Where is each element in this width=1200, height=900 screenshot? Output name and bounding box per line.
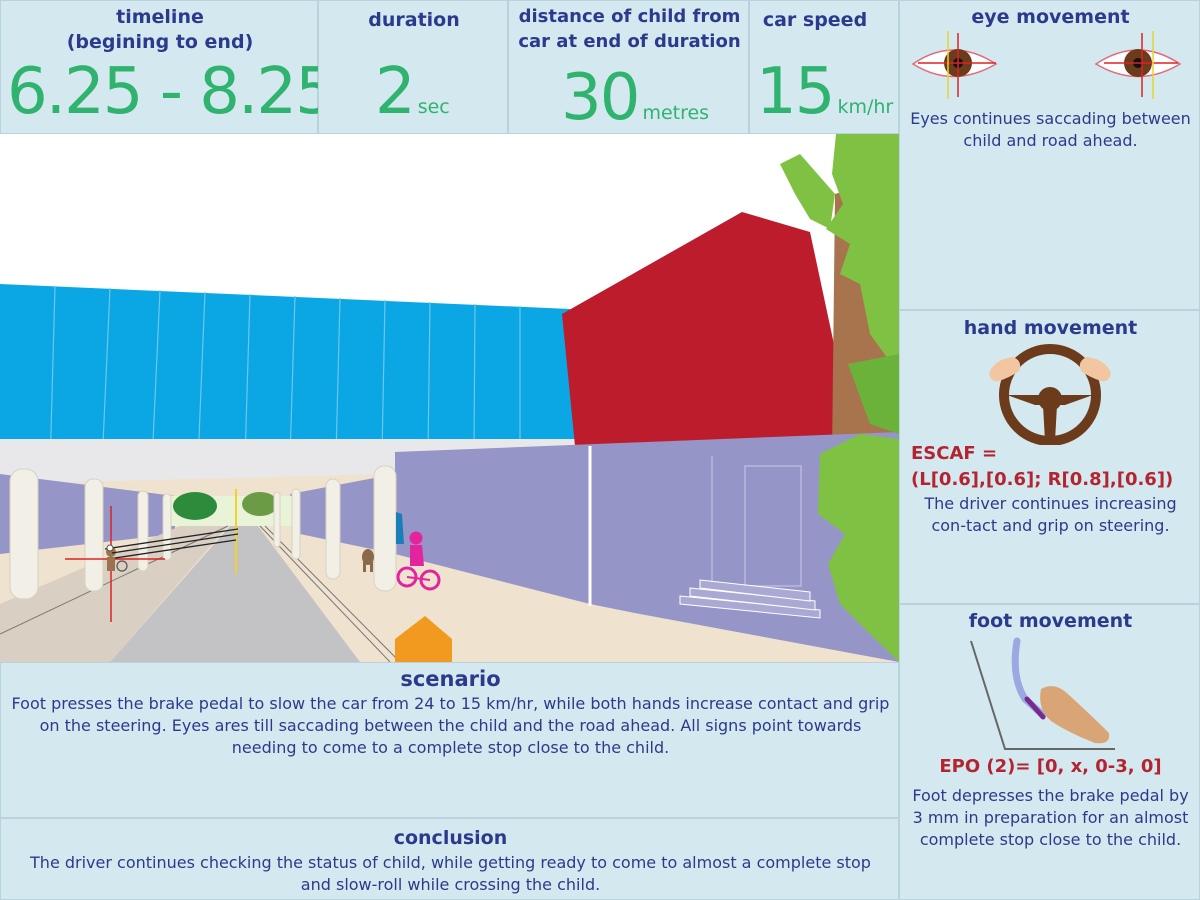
conclusion-title: conclusion — [393, 827, 508, 849]
duration-value: 2 sec — [375, 55, 450, 129]
distance-value: 30 metres — [561, 61, 710, 135]
eyes-icon — [911, 31, 1182, 99]
speed-panel: car speed 15 km/hr — [749, 0, 899, 134]
scenario-title: scenario — [400, 667, 501, 691]
distance-label: distance of child from car at end of dur… — [518, 6, 741, 52]
scene-illustration — [0, 134, 899, 662]
hand-title: hand movement — [963, 317, 1138, 339]
conclusion-panel: conclusion The driver continues checking… — [0, 818, 899, 900]
foot-panel: foot movement EPO (2)= [0, x, 0-3, 0] Fo… — [899, 604, 1200, 900]
scenario-text: Foot presses the brake pedal to slow the… — [11, 694, 890, 757]
duration-panel: duration 2 sec — [318, 0, 508, 134]
hand-panel: hand movement ESCAF = (L[0.6],[0.6]; R[0… — [899, 310, 1200, 604]
eye-panel: eye movement Eyes continues saccading be… — [899, 0, 1200, 310]
duration-label: duration — [368, 9, 460, 31]
distance-panel: distance of child from car at end of dur… — [508, 0, 749, 135]
speed-label: car speed — [762, 9, 868, 31]
timeline-panel: timeline (begining to end) 6.25 - 8.25se… — [0, 0, 370, 134]
eye-description: Eyes continues saccading between child a… — [910, 109, 1191, 150]
foot-title: foot movement — [968, 610, 1133, 632]
timeline-label: timeline (begining to end) — [66, 6, 254, 53]
foot-description: Foot depresses the brake pedal by 3 mm i… — [912, 786, 1189, 849]
street-scene — [0, 134, 899, 662]
foot-formula: EPO (2)= [0, x, 0-3, 0] — [939, 756, 1162, 777]
eye-title: eye movement — [971, 6, 1130, 28]
hand-formula-line1: ESCAF = — [911, 443, 998, 464]
steering-wheel-icon — [989, 344, 1111, 445]
timeline-value: 6.25 - 8.25sec — [7, 55, 370, 129]
speed-value: 15 km/hr — [756, 55, 894, 129]
brake-pedal-icon — [970, 637, 1115, 750]
scenario-panel: scenario Foot presses the brake pedal to… — [0, 662, 899, 818]
conclusion-text: The driver continues checking the status… — [30, 853, 871, 894]
hand-description: The driver continues increasing con-tact… — [924, 494, 1177, 535]
hand-formula-line2: (L[0.6],[0.6]; R[0.8],[0.6]) — [911, 469, 1174, 490]
